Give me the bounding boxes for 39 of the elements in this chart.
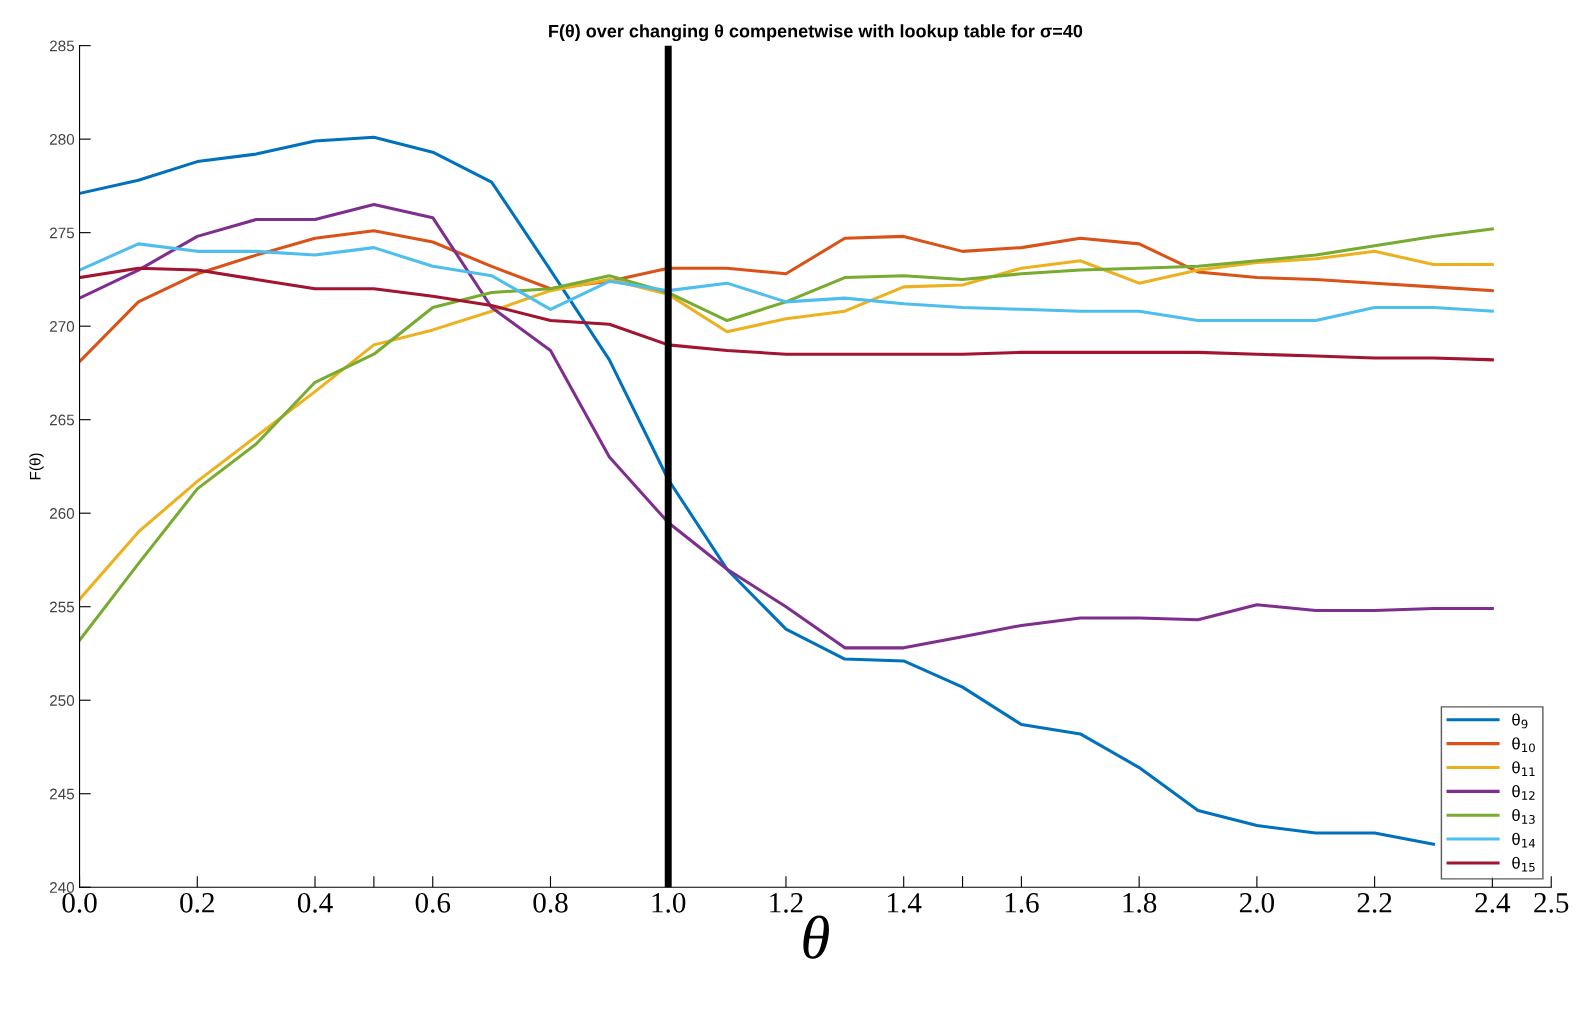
line-series <box>79 135 1436 846</box>
legend-label: θ$_{12}$ <box>1512 785 1535 800</box>
y-tick-label: 265 <box>49 414 75 426</box>
x-tick-label: 1.4 <box>888 893 922 913</box>
y-tick-label: 275 <box>49 227 75 239</box>
x-tick-label: 2.0 <box>1239 892 1275 913</box>
x-tick-label: 0.4 <box>297 892 333 913</box>
line-series <box>79 266 1494 362</box>
y-tick-label: 280 <box>49 134 75 145</box>
legend-label: θ$_{11}$ <box>1512 761 1535 776</box>
x-axis-title: θ <box>803 915 829 959</box>
x-tick-label: 1.0 <box>652 892 686 913</box>
y-tick-label: 270 <box>49 321 75 332</box>
line-series <box>79 249 1494 601</box>
legend-label: θ$_{10}$ <box>1512 737 1535 753</box>
chart-title: F(θ) over changing θ compenetwise with lookup table for σ=40 <box>549 24 1083 42</box>
x-tick-label: 0.0 <box>62 892 97 913</box>
y-tick-label: 255 <box>49 601 75 613</box>
y-tick-label: 285 <box>49 40 75 52</box>
legend-label: θ$_{15}$ <box>1512 856 1535 872</box>
x-tick-label: 1.6 <box>1005 893 1039 913</box>
legend-label: θ$_{13}$ <box>1512 808 1535 824</box>
y-tick-label: 240 <box>49 882 75 893</box>
line-series <box>79 229 1494 364</box>
x-tick-label: 1.8 <box>1123 892 1157 913</box>
x-tick-label: 2.4 <box>1475 893 1511 913</box>
y-tick-label: 260 <box>49 508 75 519</box>
x-tick-label: 0.6 <box>415 892 451 913</box>
y-axis-title: F(θ) <box>29 453 44 480</box>
x-tick-label: 0.8 <box>533 892 568 913</box>
y-tick-label: 250 <box>49 695 75 706</box>
y-tick-label: 245 <box>49 788 75 800</box>
legend-label: θ$_{14}$ <box>1512 832 1536 848</box>
legend-label: θ$_{9}$ <box>1512 713 1528 729</box>
line-series <box>79 242 1494 323</box>
x-tick-label: 2.2 <box>1357 893 1392 913</box>
x-tick-label: 1.2 <box>770 893 803 913</box>
x-tick-label: 0.2 <box>180 892 214 913</box>
x-tick-label: 2.5 <box>1534 893 1569 913</box>
